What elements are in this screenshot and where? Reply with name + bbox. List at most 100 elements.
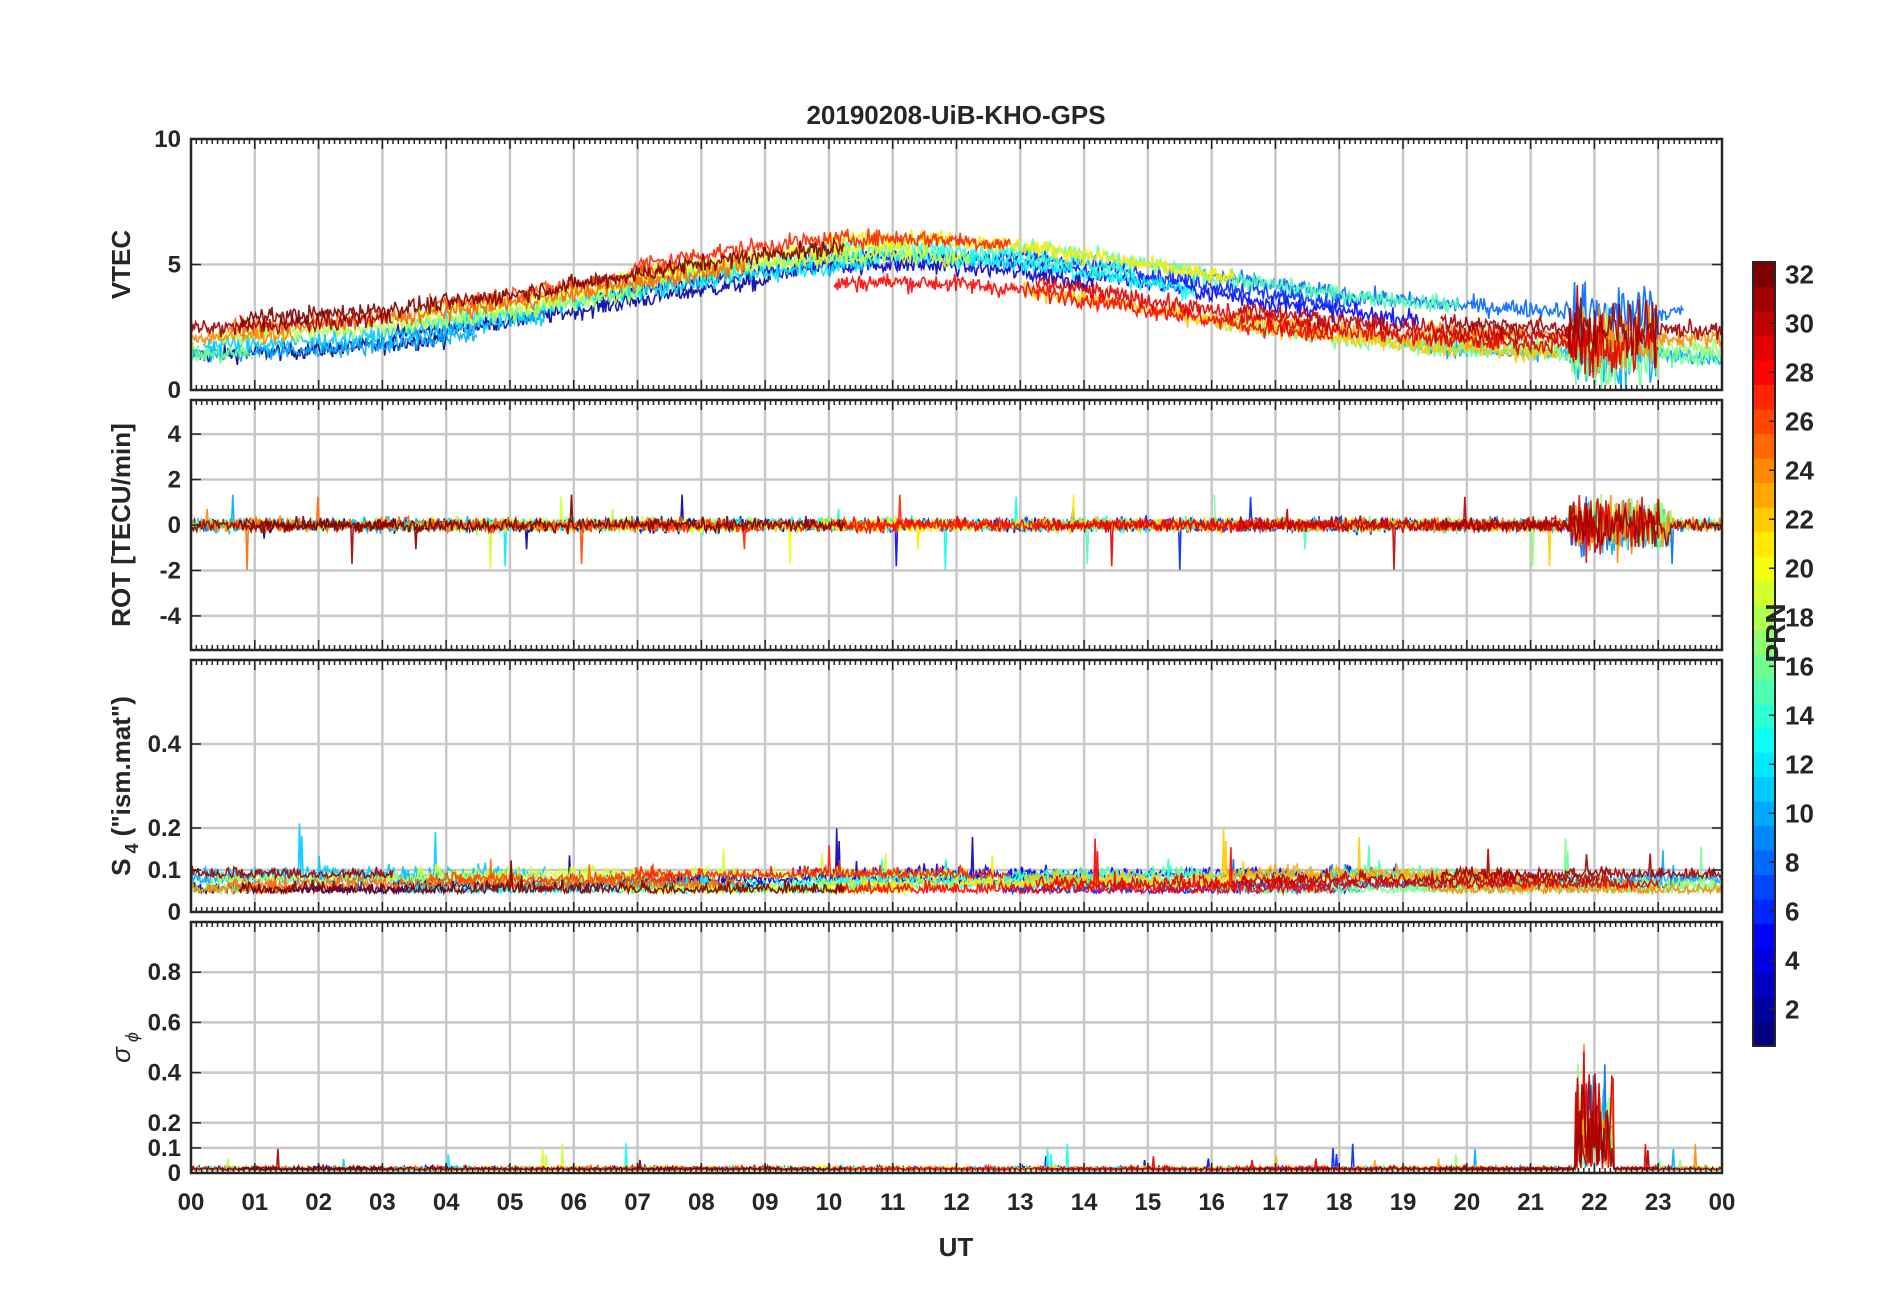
colorbar-step	[1753, 1021, 1775, 1047]
y-tick-label: 0	[168, 899, 181, 926]
colorbar-step	[1753, 899, 1775, 925]
panel-s4: 0 0.1 0.2 0.4S 4 ("ism.mat")	[106, 658, 1724, 926]
x-tick-label: 01	[241, 1189, 268, 1216]
colorbar-tick-label: 24	[1785, 455, 1814, 485]
y-axis-label: ROT [TECU/min]	[106, 423, 136, 627]
x-tick-label: 23	[1645, 1189, 1672, 1216]
colorbar-step	[1753, 360, 1775, 386]
colorbar-tick-label: 10	[1785, 798, 1814, 828]
series-traces	[190, 494, 1723, 570]
y-axis-label: σ ϕ	[106, 1032, 142, 1063]
colorbar-tick-label: 2	[1785, 994, 1799, 1024]
y-tick-label: 10	[154, 126, 181, 153]
colorbar-step	[1753, 605, 1775, 631]
y-tick-label: 0.4	[148, 1060, 182, 1087]
prn-trace	[1427, 879, 1723, 896]
colorbar-tick-label: 20	[1785, 553, 1814, 583]
x-tick-label: 02	[305, 1189, 332, 1216]
colorbar-tick-label: 26	[1785, 406, 1814, 436]
colorbar-step	[1753, 825, 1775, 851]
x-tick-label: 08	[688, 1189, 715, 1216]
prn-trace	[190, 322, 294, 345]
colorbar-step	[1753, 262, 1775, 288]
y-tick-label: 0.1	[148, 857, 181, 884]
y-axis-label: S 4 ("ism.mat")	[106, 696, 142, 876]
colorbar-label: PRN	[1760, 603, 1791, 662]
colorbar-step	[1753, 776, 1775, 802]
colorbar-step	[1753, 335, 1775, 361]
x-tick-label: 00	[1709, 1189, 1736, 1216]
y-tick-label: 0.2	[148, 1110, 181, 1137]
x-tick-label: 18	[1326, 1189, 1353, 1216]
x-tick-label: 03	[369, 1189, 396, 1216]
colorbar-tick-label: 22	[1785, 504, 1814, 534]
y-tick-label: 0.1	[148, 1135, 181, 1162]
prn-trace	[214, 868, 646, 886]
prn-trace	[428, 869, 687, 886]
prn-trace	[1035, 1051, 1659, 1173]
prn-trace	[631, 845, 1011, 882]
colorbar-tick-label: 4	[1785, 945, 1800, 975]
x-tick-label: 14	[1071, 1189, 1098, 1216]
colorbar-step	[1753, 874, 1775, 900]
y-tick-label: 5	[168, 252, 181, 279]
prn-trace	[190, 865, 394, 881]
x-tick-label: 17	[1262, 1189, 1289, 1216]
axes-frame	[189, 920, 1724, 1175]
x-tick-label: 21	[1517, 1189, 1544, 1216]
chart-title: 20190208-UiB-KHO-GPS	[806, 100, 1105, 130]
y-tick-label: 0.8	[148, 959, 181, 986]
y-tick-label: -2	[160, 557, 181, 584]
colorbar-step	[1753, 580, 1775, 606]
prn-trace	[226, 255, 746, 341]
colorbar-tick-label: 6	[1785, 896, 1799, 926]
axes-frame	[189, 137, 1724, 392]
colorbar-tick-label: 14	[1785, 700, 1814, 730]
prn-trace	[1011, 238, 1460, 313]
prn-trace	[1035, 873, 1659, 892]
x-tick-label: 20	[1453, 1189, 1480, 1216]
colorbar-step	[1753, 384, 1775, 410]
colorbar-step	[1753, 482, 1775, 508]
grid	[191, 660, 1722, 912]
colorbar-step	[1753, 948, 1775, 974]
x-tick-label: 13	[1007, 1189, 1034, 1216]
axes-frame	[189, 398, 1724, 652]
prn-trace	[238, 494, 845, 550]
y-tick-label: 0.2	[148, 815, 181, 842]
colorbar-step	[1753, 286, 1775, 312]
colorbar-step	[1753, 629, 1775, 655]
series-traces	[190, 823, 1723, 897]
x-tick-label: 22	[1581, 1189, 1608, 1216]
colorbar-step	[1753, 556, 1775, 582]
x-tick-label: 15	[1135, 1189, 1162, 1216]
x-tick-label: 04	[433, 1189, 460, 1216]
prn-trace	[1237, 302, 1600, 365]
x-tick-label: 06	[560, 1189, 587, 1216]
series-traces	[190, 228, 1723, 391]
colorbar-tick-label: 18	[1785, 602, 1814, 632]
colorbar-step	[1753, 311, 1775, 337]
prn-trace	[1440, 848, 1723, 881]
prn-trace	[833, 273, 1335, 344]
axes-frame	[189, 658, 1724, 914]
x-tick-label: 16	[1198, 1189, 1225, 1216]
x-tick-label: 00	[178, 1189, 205, 1216]
colorbar-step	[1753, 727, 1775, 753]
colorbar-step	[1753, 801, 1775, 827]
colorbar-step	[1753, 703, 1775, 729]
colorbar-step	[1753, 923, 1775, 949]
prn-trace	[416, 496, 970, 570]
y-tick-label: 0.4	[148, 731, 182, 758]
prn-trace	[1238, 868, 1601, 886]
y-tick-label: 0	[168, 512, 181, 539]
colorbar-tick-label: 28	[1785, 357, 1814, 387]
colorbar-frame	[1752, 261, 1776, 1047]
colorbar-step	[1753, 458, 1775, 484]
x-tick-labels: 00 01 02 03 04 05 06 07 08 09 10 11 12 13 14 15 16 17 18 19…	[178, 1189, 1736, 1216]
prn-trace	[1237, 496, 1601, 570]
colorbar-tick-label: 8	[1785, 847, 1799, 877]
